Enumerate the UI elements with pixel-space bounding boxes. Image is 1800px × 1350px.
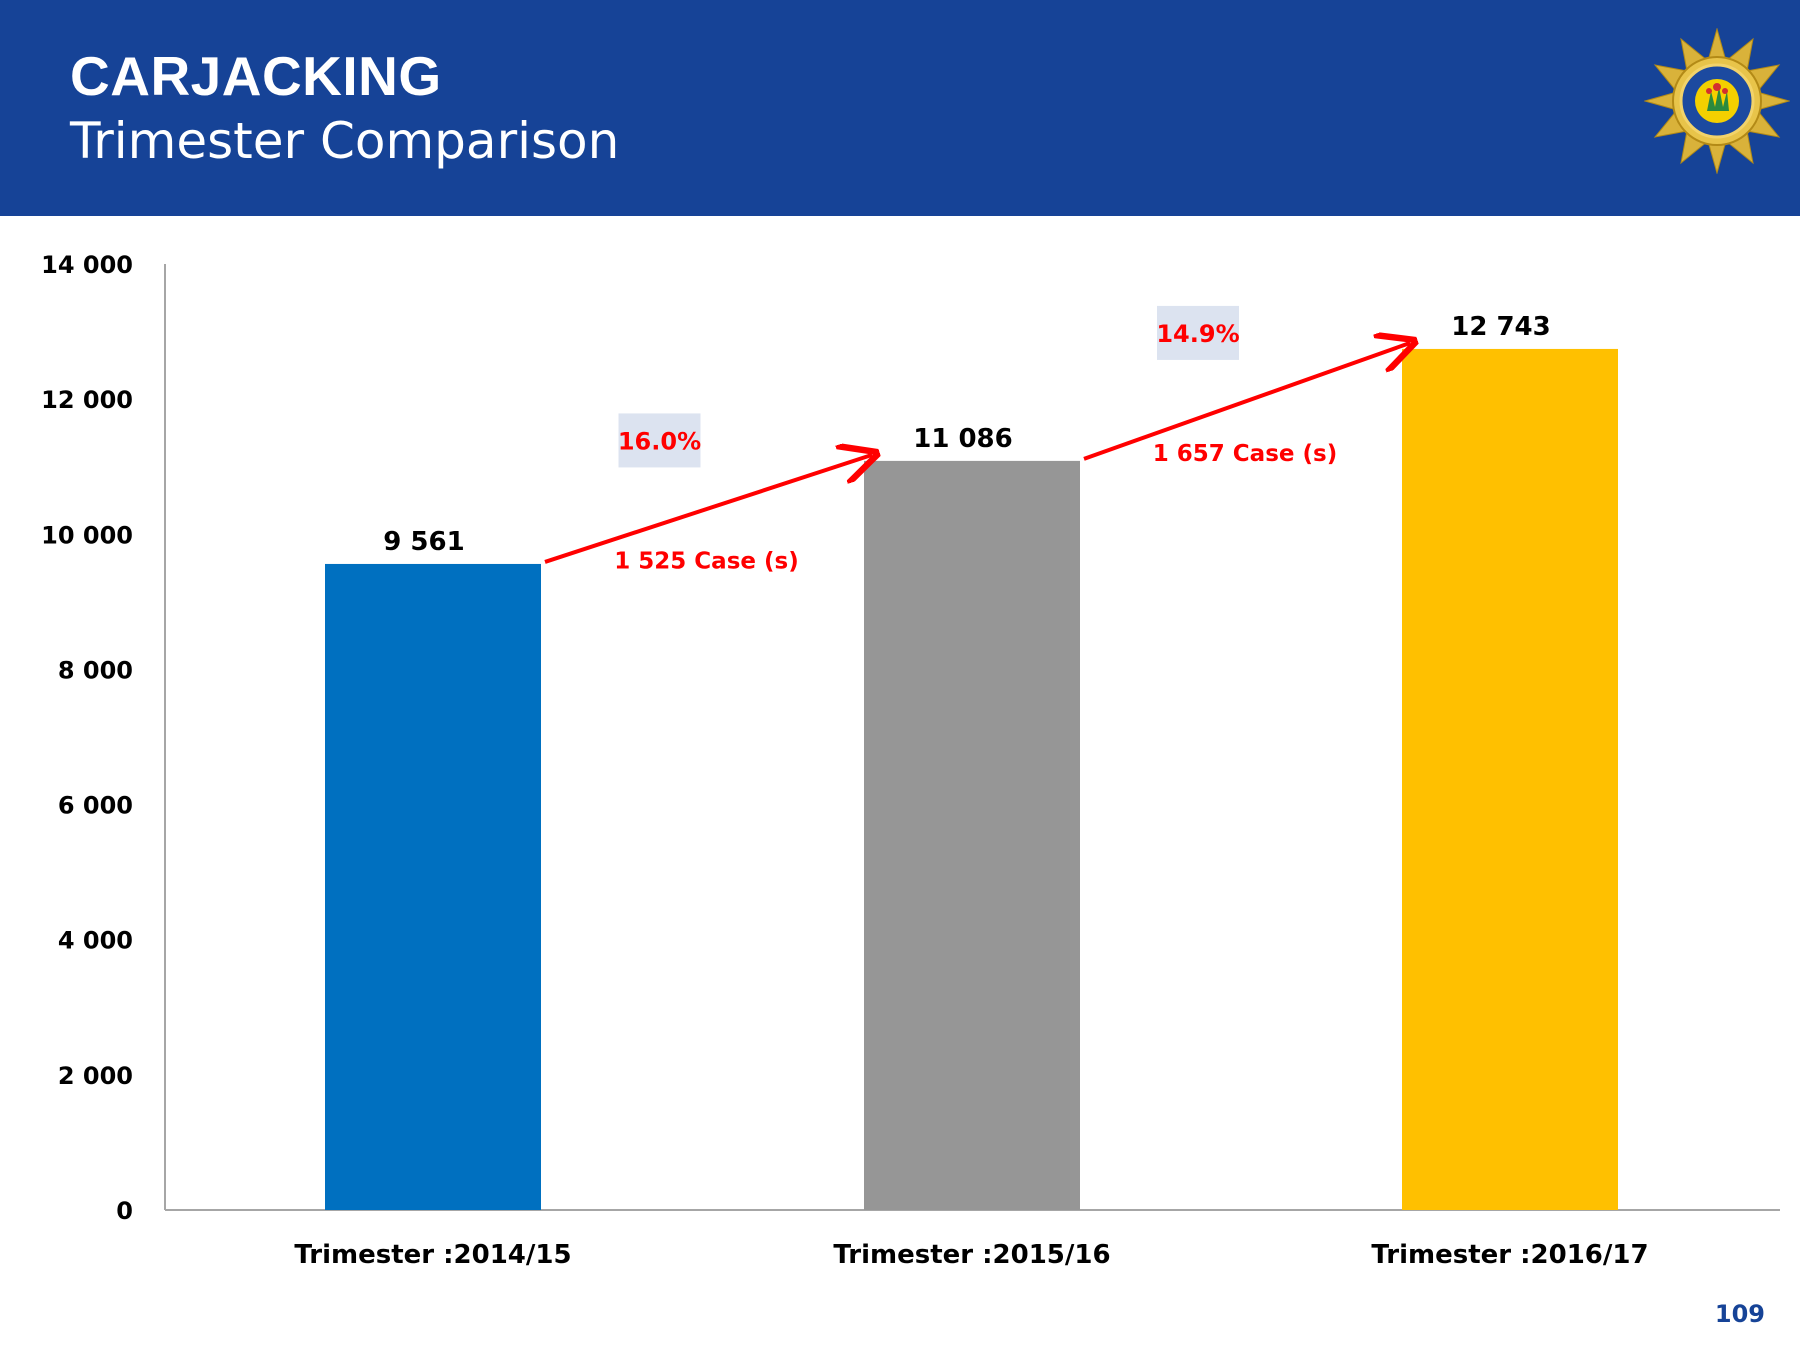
bar-value-label: 11 086 [913,424,1013,454]
percent-change-box [618,413,701,468]
page-title: CARJACKING [70,45,442,107]
bar-1 [325,563,541,1210]
y-tick-label: 4 000 [58,927,133,955]
y-tick-label: 10 000 [41,521,133,549]
saps-star-badge-icon [1644,28,1790,174]
y-tick-label: 0 [116,1197,133,1225]
percent-change-label: 16.0% [618,427,701,455]
bar-3 [1402,348,1618,1211]
page-subtitle: Trimester Comparison [70,112,620,170]
y-tick-label: 12 000 [41,386,133,414]
y-tick-label: 14 000 [41,251,133,279]
y-tick-label: 8 000 [58,656,133,684]
case-change-label: 1 657 Case (s) [1153,441,1337,467]
x-category-label: Trimester :2016/17 [1371,1240,1648,1270]
bar-value-label: 12 743 [1451,312,1551,342]
case-change-label: 1 525 Case (s) [614,548,798,574]
page-number: 109 [1714,1300,1765,1328]
percent-change-label: 14.9% [1156,320,1239,348]
header-banner: CARJACKING Trimester Comparison [0,0,1800,216]
y-tick-label: 6 000 [58,792,133,820]
y-tick-label: 2 000 [58,1062,133,1090]
x-category-label: Trimester :2014/15 [294,1240,571,1270]
change-arrow [544,455,872,564]
bar-2 [864,460,1080,1210]
bar-value-label: 9 561 [383,527,464,557]
x-category-label: Trimester :2015/16 [833,1240,1110,1270]
percent-change-box [1157,305,1239,360]
change-arrow [1083,343,1410,461]
